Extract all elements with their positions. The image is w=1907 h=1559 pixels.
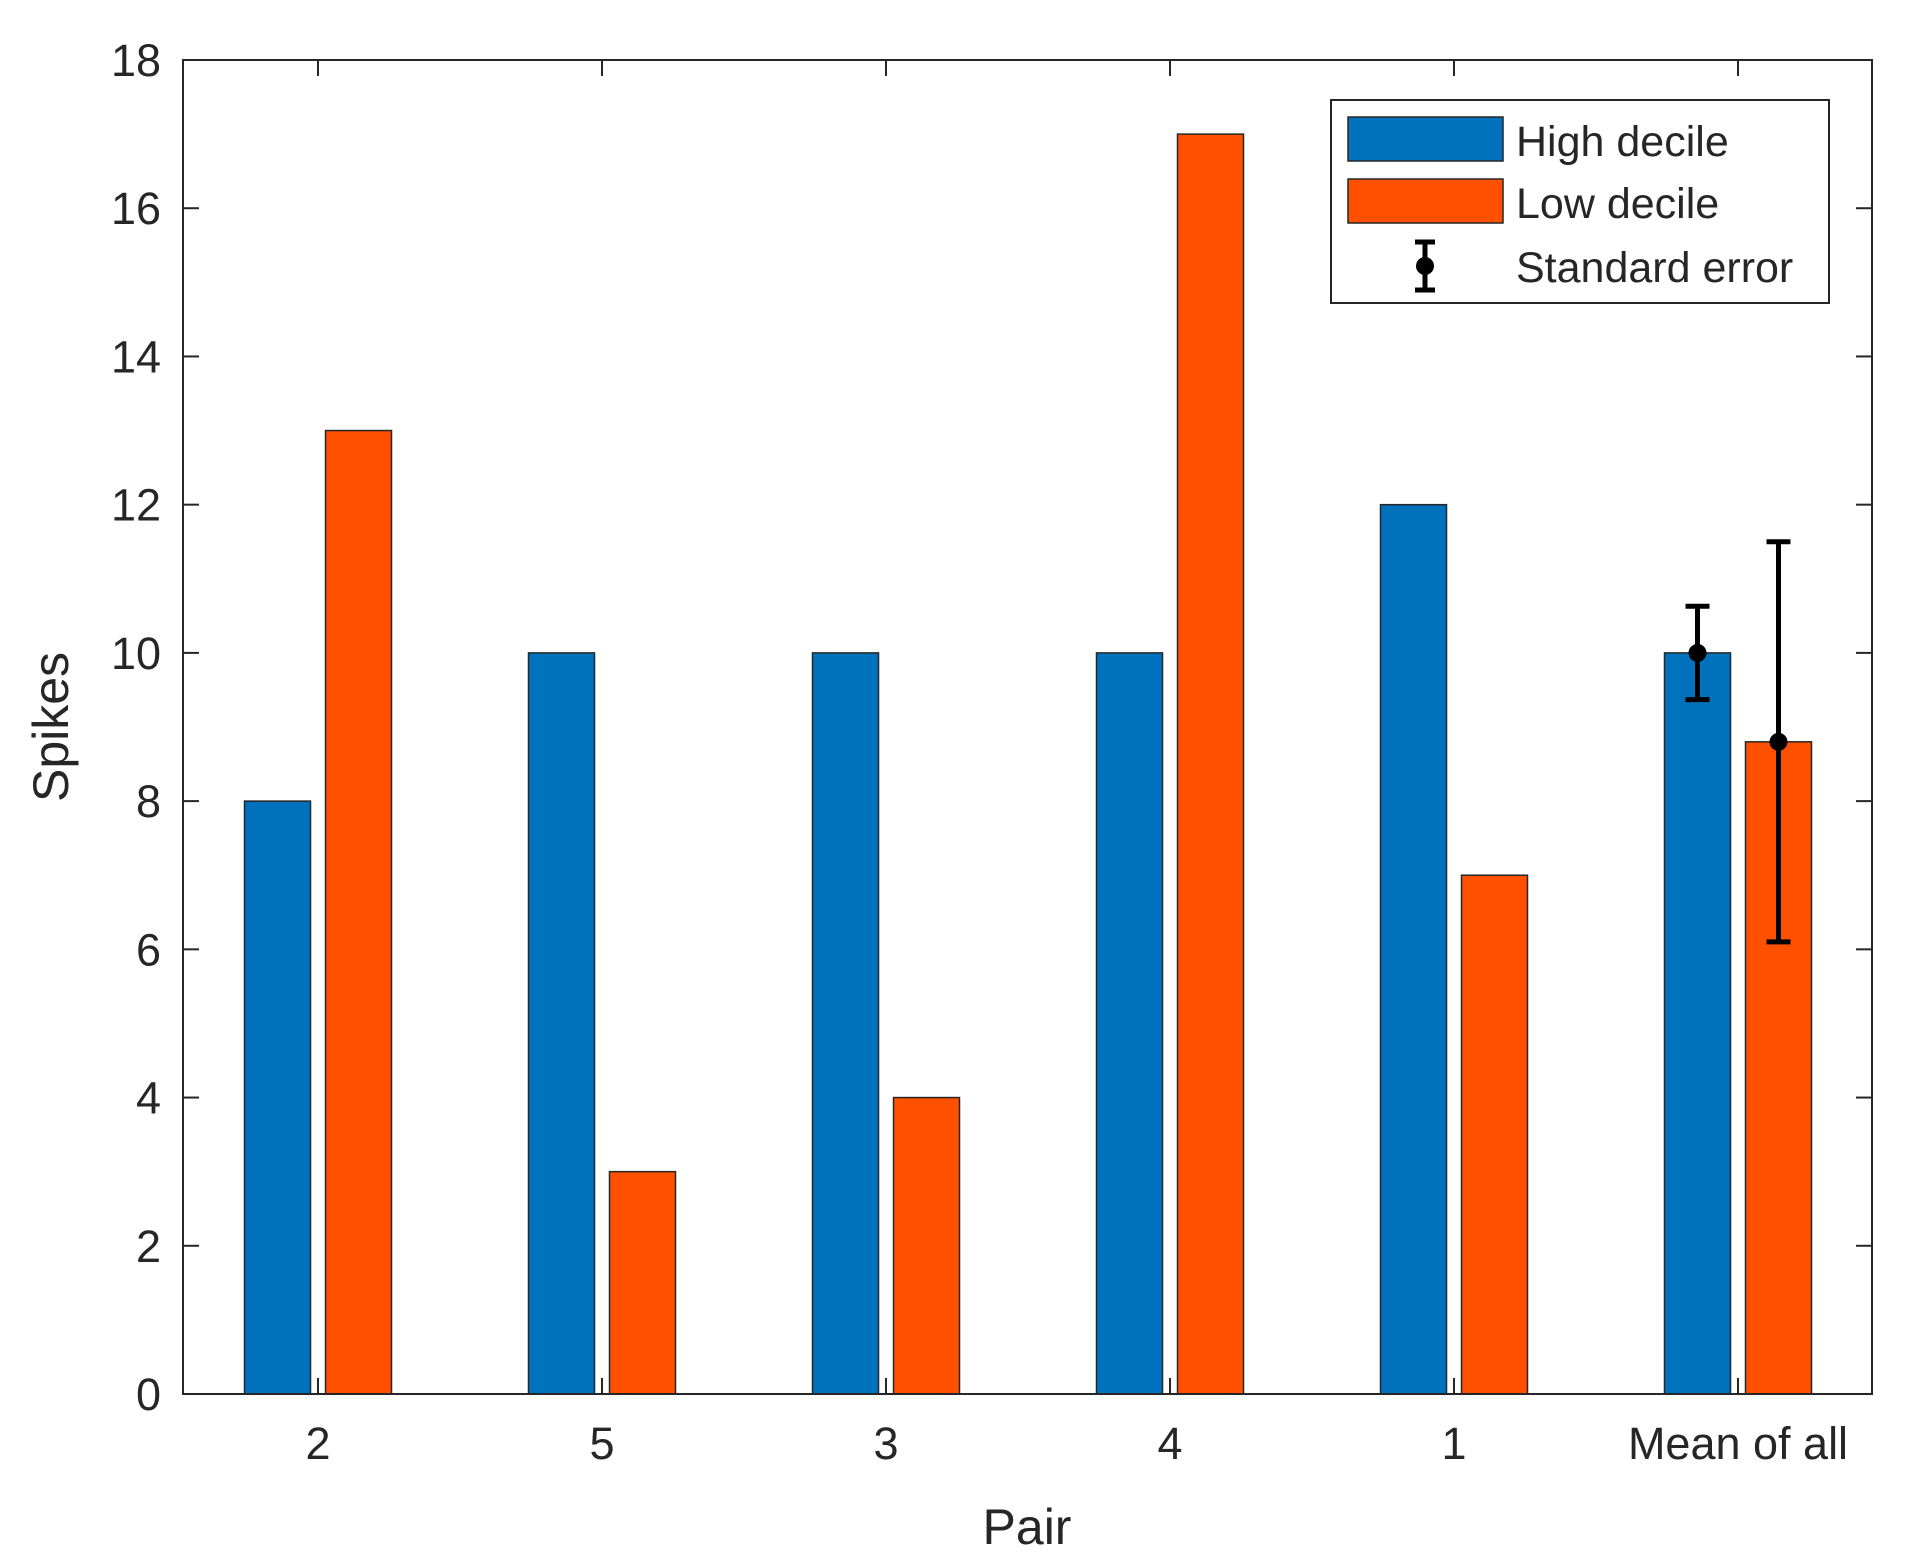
y-tick-label: 4 (136, 1073, 161, 1124)
y-tick-label: 12 (111, 480, 161, 531)
y-tick-label: 18 (111, 35, 161, 86)
x-axis-ticks: 2 5 3 4 1 Mean of all (305, 60, 1848, 1469)
bar-low-decile-3 (892, 1096, 961, 1395)
y-tick-label: 16 (111, 183, 161, 234)
legend-label-low-decile: Low decile (1516, 180, 1719, 228)
bar-high-decile-5 (527, 652, 596, 1395)
x-axis-label: Pair (983, 1499, 1072, 1555)
x-tick-label: 3 (873, 1418, 898, 1469)
bar-low-decile-2 (324, 429, 393, 1395)
legend-label-standard-error: Standard error (1516, 244, 1793, 292)
y-tick-label: 2 (136, 1221, 161, 1272)
bar-high-decile-mean-of-all (1663, 652, 1732, 1395)
legend-swatch-high-decile (1347, 116, 1504, 162)
error-bar-high-decile (1685, 603, 1710, 703)
error-bar-mean-marker (1769, 732, 1788, 751)
bar-low-decile-1 (1460, 874, 1529, 1395)
bar-high-decile-3 (811, 652, 880, 1395)
legend: High decile Low decile Standard error (1330, 99, 1830, 304)
error-bars (1685, 539, 1791, 945)
legend-label-high-decile: High decile (1516, 118, 1729, 166)
x-tick-label: 2 (305, 1418, 330, 1469)
bar-low-decile-5 (608, 1170, 677, 1395)
y-axis-ticks: 0 2 4 6 8 10 12 14 16 18 (111, 35, 1872, 1420)
y-tick-label: 10 (111, 628, 161, 679)
y-tick-label: 6 (136, 924, 161, 975)
bar-high-decile-4 (1095, 652, 1164, 1395)
error-bar-mean-marker (1688, 643, 1707, 662)
error-bar-low-decile (1766, 539, 1791, 945)
plot-area-frame (182, 59, 1873, 1395)
x-tick-label: Mean of all (1628, 1418, 1848, 1469)
bar-low-decile-4 (1176, 133, 1245, 1395)
bar-series (243, 133, 1813, 1395)
legend-swatch-low-decile (1347, 178, 1504, 224)
x-tick-label: 4 (1157, 1418, 1182, 1469)
legend-errorbar-marker (1415, 239, 1435, 293)
y-tick-label: 0 (136, 1369, 161, 1420)
y-tick-label: 8 (136, 776, 161, 827)
bar-high-decile-2 (243, 800, 312, 1395)
y-axis-label: Spikes (23, 652, 79, 802)
x-tick-label: 1 (1441, 1418, 1466, 1469)
y-tick-label: 14 (111, 331, 161, 382)
x-tick-label: 5 (589, 1418, 614, 1469)
bar-high-decile-1 (1379, 503, 1448, 1395)
